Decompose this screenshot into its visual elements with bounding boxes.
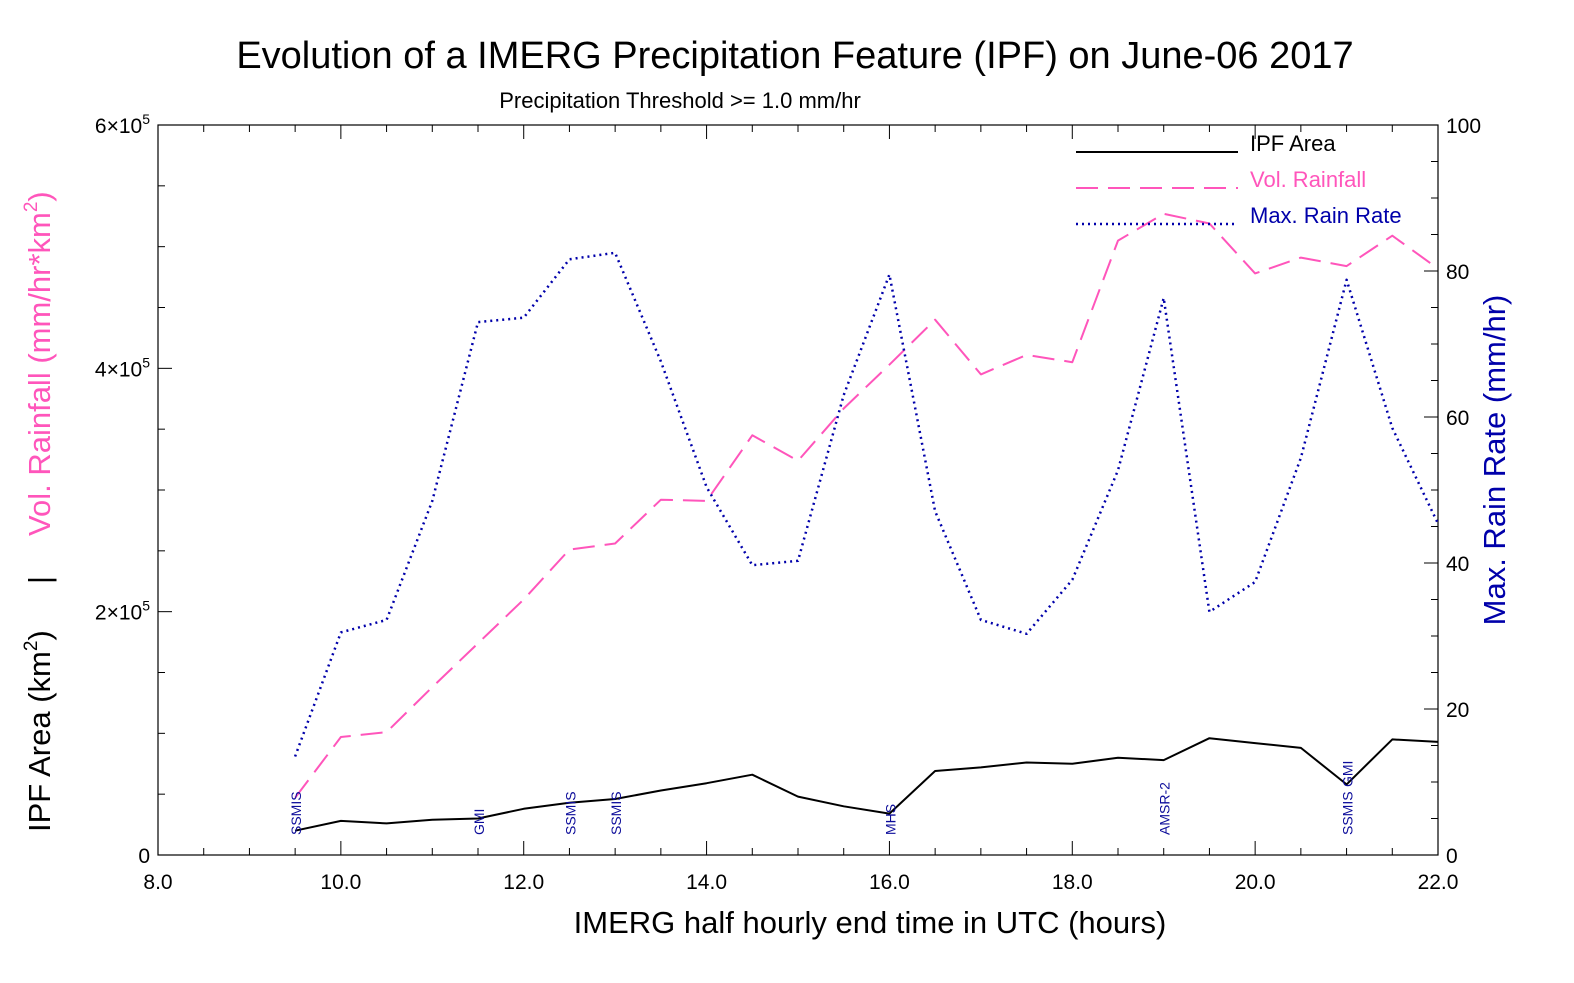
y-left-tick-exponent: 5: [142, 598, 150, 614]
y-left-tick-label: 6×105: [95, 111, 150, 138]
x-tick-label: 22.0: [1418, 871, 1459, 894]
y-left-tick-mantissa: 0: [138, 845, 150, 868]
y-axis-title-right: Max. Rain Rate (mm/hr): [1477, 295, 1512, 626]
sensor-overpass-label: MHS: [882, 804, 898, 835]
y-left-tick-label: 0: [138, 845, 150, 868]
sensor-overpass-label: GMI: [1340, 761, 1356, 787]
y-axis-title-left-rainfall-close: ): [22, 191, 57, 201]
y-axis-title-left-rainfall-main: Vol. Rainfall (mm/hr*km: [22, 212, 57, 536]
sensor-overpass-label: SSMIS: [1340, 791, 1356, 835]
y-axis-title-left-separator: |: [22, 576, 57, 584]
y-axis-title-left-area: IPF Area (km2): [21, 630, 57, 832]
series-ipf-area: [294, 737, 1439, 832]
chart-subtitle: Precipitation Threshold >= 1.0 mm/hr: [499, 88, 861, 113]
series-line: [294, 737, 1439, 832]
x-axis-title: IMERG half hourly end time in UTC (hours…: [574, 905, 1167, 940]
series-line: [294, 212, 1439, 799]
y-left-tick-label: 2×105: [95, 598, 150, 625]
sensor-overpass-label: AMSR-2: [1157, 782, 1173, 835]
y-right-tick-label: 20: [1446, 699, 1469, 722]
x-tick-label: 20.0: [1235, 871, 1276, 894]
y-left-tick-mantissa: 4×10: [95, 358, 142, 381]
sensor-overpass-layer: SSMIS GMI SSMIS SSMIS MHS AMSR-2 SSMIS GMI: [288, 761, 1355, 835]
x-tick-label: 8.0: [143, 871, 172, 894]
y-right-tick-label: 100: [1446, 115, 1481, 138]
sensor-overpass-label: SSMIS: [562, 791, 578, 835]
x-tick-label: 18.0: [1052, 871, 1093, 894]
plot-frame: [157, 124, 1439, 856]
y-left-tick-mantissa: 2×10: [95, 602, 142, 625]
y-right-tick-label: 0: [1446, 845, 1458, 868]
x-tick-label: 16.0: [869, 871, 910, 894]
x-tick-label: 10.0: [320, 871, 361, 894]
y-axis-title-left-area-main: IPF Area (km: [22, 651, 57, 832]
y-left-tick-label: 4×105: [95, 354, 150, 381]
sensor-overpass-label: SSMIS: [288, 791, 304, 835]
sensor-overpass-label: GMI: [471, 809, 487, 835]
y-axis-title-left-rainfall: Vol. Rainfall (mm/hr*km2): [21, 191, 57, 536]
x-tick-label: 14.0: [686, 871, 727, 894]
y-left-tick-mantissa: 6×10: [95, 115, 142, 138]
y-axis-title-left-area-sup: 2: [21, 641, 42, 652]
y-right-tick-label: 40: [1446, 553, 1469, 576]
y-axis-title-left-area-close: ): [22, 630, 57, 640]
series-vol-rainfall: [294, 212, 1439, 799]
sensor-overpass-label: SSMIS: [608, 791, 624, 835]
y-left-tick-exponent: 5: [142, 354, 150, 370]
chart-title: Evolution of a IMERG Precipitation Featu…: [236, 35, 1353, 77]
x-tick-label: 12.0: [503, 871, 544, 894]
legend-label: Vol. Rainfall: [1250, 167, 1366, 192]
axes-group: 8.0 10.0 12.0 14.0 16.0 18.0 20.0 22.002×1054×1…: [95, 111, 1481, 894]
y-right-tick-label: 60: [1446, 407, 1469, 430]
y-left-tick-exponent: 5: [142, 111, 150, 127]
y-axis-title-left-rainfall-sup: 2: [21, 202, 42, 213]
legend-label: IPF Area: [1250, 131, 1336, 156]
series-layer: [293, 212, 1440, 832]
legend: IPF Area Vol. Rainfall Max. Rain Rate: [1076, 131, 1402, 228]
series-max-rain-rate: [293, 251, 1440, 757]
y-right-tick-label: 80: [1446, 261, 1469, 284]
legend-label: Max. Rain Rate: [1250, 203, 1402, 228]
series-line: [293, 251, 1440, 757]
